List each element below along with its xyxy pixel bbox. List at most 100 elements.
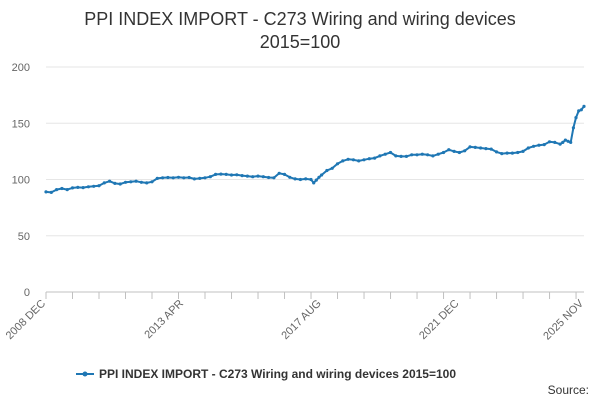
- data-point[interactable]: [388, 150, 393, 155]
- data-point[interactable]: [479, 146, 483, 150]
- data-point[interactable]: [566, 139, 570, 143]
- data-point[interactable]: [420, 152, 424, 156]
- data-point[interactable]: [208, 175, 212, 179]
- data-point[interactable]: [134, 179, 138, 183]
- data-point[interactable]: [171, 176, 175, 180]
- data-point[interactable]: [224, 172, 228, 176]
- data-point[interactable]: [436, 152, 440, 156]
- data-point[interactable]: [282, 172, 287, 176]
- data-point[interactable]: [118, 182, 122, 186]
- data-point[interactable]: [473, 145, 477, 149]
- data-point[interactable]: [399, 154, 403, 158]
- data-point[interactable]: [219, 172, 223, 176]
- data-point[interactable]: [521, 149, 525, 153]
- data-point[interactable]: [102, 181, 106, 185]
- data-point[interactable]: [55, 188, 59, 192]
- data-point[interactable]: [113, 181, 117, 185]
- data-point[interactable]: [44, 190, 48, 194]
- data-point[interactable]: [235, 173, 239, 177]
- data-point[interactable]: [410, 153, 414, 157]
- data-point[interactable]: [245, 174, 249, 178]
- data-point[interactable]: [325, 168, 329, 173]
- data-point[interactable]: [176, 175, 181, 179]
- data-point[interactable]: [553, 140, 557, 144]
- data-point[interactable]: [304, 177, 308, 181]
- data-point[interactable]: [404, 154, 408, 158]
- data-point[interactable]: [182, 176, 186, 180]
- data-point[interactable]: [373, 156, 377, 160]
- data-point[interactable]: [272, 176, 276, 180]
- data-point[interactable]: [426, 153, 430, 157]
- data-point[interactable]: [494, 150, 499, 154]
- data-point[interactable]: [229, 173, 234, 177]
- data-point[interactable]: [394, 154, 398, 158]
- data-point[interactable]: [415, 153, 419, 157]
- data-point[interactable]: [558, 142, 562, 146]
- data-point[interactable]: [288, 175, 292, 179]
- data-point[interactable]: [537, 143, 541, 147]
- data-point[interactable]: [532, 144, 536, 148]
- data-point[interactable]: [441, 150, 446, 155]
- data-point[interactable]: [92, 184, 96, 188]
- data-point[interactable]: [547, 140, 552, 144]
- data-point[interactable]: [86, 185, 90, 189]
- data-point[interactable]: [561, 140, 565, 144]
- data-point[interactable]: [563, 138, 568, 142]
- data-point[interactable]: [457, 150, 461, 155]
- data-point[interactable]: [317, 175, 321, 179]
- data-point[interactable]: [49, 190, 53, 194]
- data-point[interactable]: [378, 154, 382, 158]
- data-point[interactable]: [81, 186, 85, 190]
- data-point[interactable]: [362, 158, 366, 162]
- data-point[interactable]: [579, 108, 583, 112]
- data-point[interactable]: [330, 166, 334, 170]
- data-point[interactable]: [214, 172, 218, 176]
- data-point[interactable]: [582, 104, 586, 108]
- data-point[interactable]: [123, 180, 128, 184]
- data-point[interactable]: [516, 150, 520, 155]
- data-point[interactable]: [463, 149, 467, 153]
- data-point[interactable]: [256, 174, 260, 178]
- data-point[interactable]: [312, 181, 316, 185]
- data-point[interactable]: [484, 147, 488, 151]
- data-point[interactable]: [357, 159, 361, 163]
- data-point[interactable]: [70, 186, 75, 190]
- data-point[interactable]: [571, 126, 576, 130]
- data-point[interactable]: [145, 181, 149, 185]
- data-point[interactable]: [277, 171, 281, 175]
- data-point[interactable]: [97, 184, 101, 188]
- data-point[interactable]: [298, 177, 302, 182]
- data-point[interactable]: [500, 152, 504, 156]
- data-point[interactable]: [314, 178, 318, 182]
- data-point[interactable]: [335, 162, 340, 166]
- data-point[interactable]: [155, 176, 159, 180]
- data-point[interactable]: [261, 175, 265, 179]
- data-point[interactable]: [65, 188, 69, 192]
- data-point[interactable]: [351, 158, 355, 162]
- data-point[interactable]: [108, 179, 112, 183]
- data-point[interactable]: [341, 159, 345, 163]
- data-point[interactable]: [367, 157, 371, 161]
- data-point[interactable]: [526, 146, 530, 150]
- data-point[interactable]: [574, 116, 578, 120]
- data-point[interactable]: [452, 149, 456, 153]
- data-point[interactable]: [489, 147, 493, 151]
- data-point[interactable]: [251, 175, 255, 179]
- data-point[interactable]: [468, 145, 472, 149]
- data-point[interactable]: [161, 176, 165, 180]
- data-point[interactable]: [187, 175, 191, 180]
- data-point[interactable]: [431, 154, 435, 158]
- data-point[interactable]: [240, 174, 244, 178]
- data-point[interactable]: [309, 177, 313, 182]
- data-point[interactable]: [542, 143, 546, 147]
- data-point[interactable]: [577, 109, 581, 113]
- data-point[interactable]: [198, 176, 202, 180]
- data-point[interactable]: [76, 185, 80, 189]
- data-point[interactable]: [346, 157, 350, 161]
- data-point[interactable]: [293, 177, 297, 181]
- data-point[interactable]: [139, 180, 143, 184]
- data-point[interactable]: [505, 151, 509, 155]
- data-point[interactable]: [510, 151, 514, 155]
- data-point[interactable]: [150, 180, 154, 184]
- data-point[interactable]: [203, 176, 207, 180]
